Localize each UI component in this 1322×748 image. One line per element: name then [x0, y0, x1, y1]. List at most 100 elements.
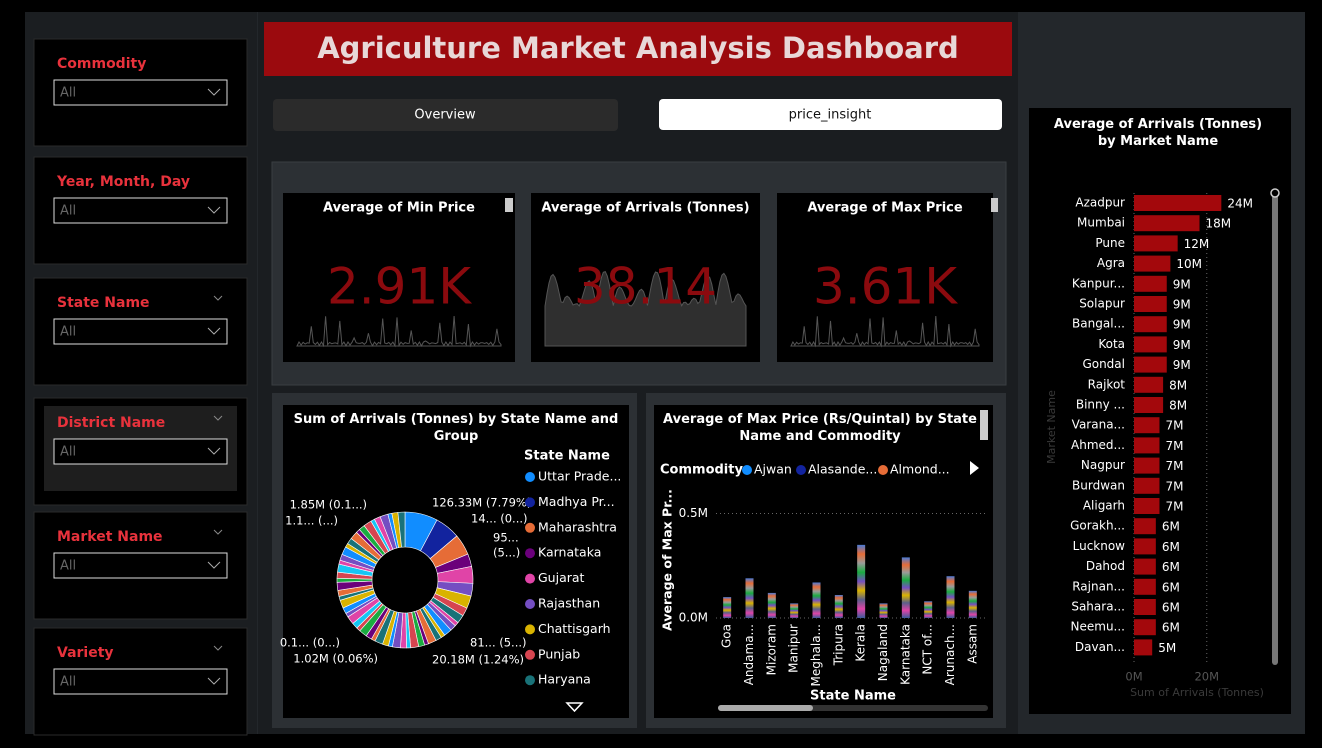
- dropdown[interactable]: [53, 552, 228, 579]
- dropdown[interactable]: [53, 668, 228, 695]
- x-tick-label: Mizoram: [764, 624, 778, 675]
- bar: [1134, 578, 1156, 595]
- scroll-handle: [1270, 188, 1280, 198]
- chart-title: Average of Arrivals (Tonnes) by Market N…: [1053, 117, 1263, 149]
- data-label: 6M: [1162, 520, 1180, 534]
- data-label: 1.02M (0.06%): [293, 652, 378, 666]
- scroll-thumb[interactable]: [718, 705, 813, 711]
- chevron: [207, 88, 221, 96]
- bar: [1134, 417, 1160, 434]
- bar: [1134, 397, 1164, 413]
- data-label: 9M: [1173, 358, 1191, 372]
- bar: [1134, 457, 1160, 474]
- x-tick-label: Karnataka: [898, 624, 912, 685]
- slicer-label: Year, Month, Day: [56, 174, 190, 190]
- data-label: 81... (5...): [470, 636, 527, 650]
- data-label: 18M: [1206, 217, 1232, 231]
- tab-button[interactable]: [659, 99, 1002, 130]
- sparkline: [790, 315, 980, 348]
- scroll-thumb[interactable]: [980, 410, 988, 440]
- x-tick-label: Andama...: [742, 624, 756, 685]
- x-tick-label: Arunach...: [943, 624, 957, 685]
- tab-button[interactable]: [273, 99, 618, 131]
- x-tick-label: Meghala...: [809, 624, 823, 686]
- kpi-title: Average of Arrivals (Tonnes): [541, 201, 749, 216]
- x-axis-title: Sum of Arrivals (Tonnes): [1130, 686, 1264, 699]
- chart-title: Sum of Arrivals (Tonnes) by State Name a…: [293, 412, 619, 444]
- bar: [857, 544, 866, 618]
- legend-label: Madhya Pr...: [538, 494, 615, 509]
- legend-marker: [796, 465, 806, 475]
- kpi-value: 38.14: [574, 258, 717, 316]
- legend-label: Gujarat: [538, 570, 585, 585]
- y-tick-label: Rajnan...: [1072, 579, 1125, 593]
- data-label: 6M: [1162, 601, 1180, 615]
- data-label: 9M: [1173, 277, 1191, 291]
- bar: [1134, 255, 1171, 272]
- x-axis-title: State Name: [810, 689, 896, 704]
- y-tick-label: Varana...: [1072, 418, 1125, 432]
- data-label: 10M: [1176, 257, 1202, 271]
- scroll-thumb: [991, 198, 998, 212]
- legend-label: Almond...: [890, 462, 950, 477]
- sparkline: [296, 315, 502, 348]
- kpi-value: 2.91K: [327, 258, 472, 316]
- dashboard-title: Agriculture Market Analysis Dashboard: [317, 31, 959, 65]
- y-tick-label: Solapur: [1079, 297, 1125, 311]
- legend-label: Ajwan: [754, 462, 792, 477]
- x-tick-label: Assam: [965, 624, 979, 664]
- dropdown[interactable]: [53, 79, 228, 106]
- bar: [1134, 538, 1156, 555]
- legend-marker: [525, 522, 535, 533]
- legend-marker: [525, 548, 535, 559]
- legend-marker: [525, 649, 535, 660]
- bar: [1134, 336, 1167, 353]
- tab-label[interactable]: Overview: [414, 108, 476, 123]
- dropdown-value: All: [60, 445, 76, 460]
- chevron: [213, 415, 223, 421]
- scrollbar[interactable]: [1272, 190, 1278, 665]
- legend-marker: [525, 675, 535, 686]
- bar: [1134, 195, 1222, 211]
- chart-title-box: Average of Arrivals (Tonnes) by Market N…: [1053, 117, 1263, 149]
- legend-label: Maharashtra: [538, 519, 617, 534]
- data-label: 1.1... (...): [285, 514, 338, 528]
- x-tick-label: Tripura: [831, 624, 845, 666]
- chevron: [207, 327, 221, 335]
- legend-label: Rajasthan: [538, 596, 600, 611]
- bar: [1134, 619, 1156, 636]
- data-label: 6M: [1162, 560, 1180, 574]
- bar: [767, 592, 776, 618]
- chevron: [213, 529, 223, 535]
- bar-card: [654, 405, 993, 718]
- y-tick-label: Bangal...: [1072, 317, 1125, 331]
- data-label: 9M: [1173, 298, 1191, 312]
- dropdown[interactable]: [53, 438, 228, 465]
- bar: [812, 582, 821, 618]
- y-tick-label: Aligarh: [1083, 499, 1125, 513]
- bar: [745, 578, 754, 618]
- more-arrow[interactable]: [565, 702, 584, 713]
- next-arrow[interactable]: [970, 461, 979, 475]
- x-tick-label: Nagaland: [876, 624, 890, 681]
- data-label: 7M: [1165, 500, 1183, 514]
- tab-label[interactable]: price_insight: [789, 108, 872, 123]
- data-label: 7M: [1165, 439, 1183, 453]
- dropdown[interactable]: [53, 197, 228, 224]
- bar: [1134, 376, 1164, 393]
- data-label: 7M: [1165, 459, 1183, 473]
- y-tick-label: Azadpur: [1075, 196, 1125, 210]
- legend-title: Commodity: [660, 463, 743, 478]
- legend-label: Karnataka: [538, 545, 601, 560]
- slicer-label: State Name: [57, 295, 150, 311]
- legend-label: Chattisgarh: [538, 621, 611, 636]
- bar: [1134, 498, 1160, 514]
- y-tick-label: Nagpur: [1081, 458, 1125, 472]
- dropdown[interactable]: [53, 318, 228, 345]
- bar: [1134, 296, 1167, 312]
- y-tick-label: Neemu...: [1071, 620, 1125, 634]
- data-label: 14... (0...): [471, 512, 528, 526]
- y-tick-label: Sahara...: [1071, 600, 1125, 614]
- title-banner: [264, 22, 1012, 76]
